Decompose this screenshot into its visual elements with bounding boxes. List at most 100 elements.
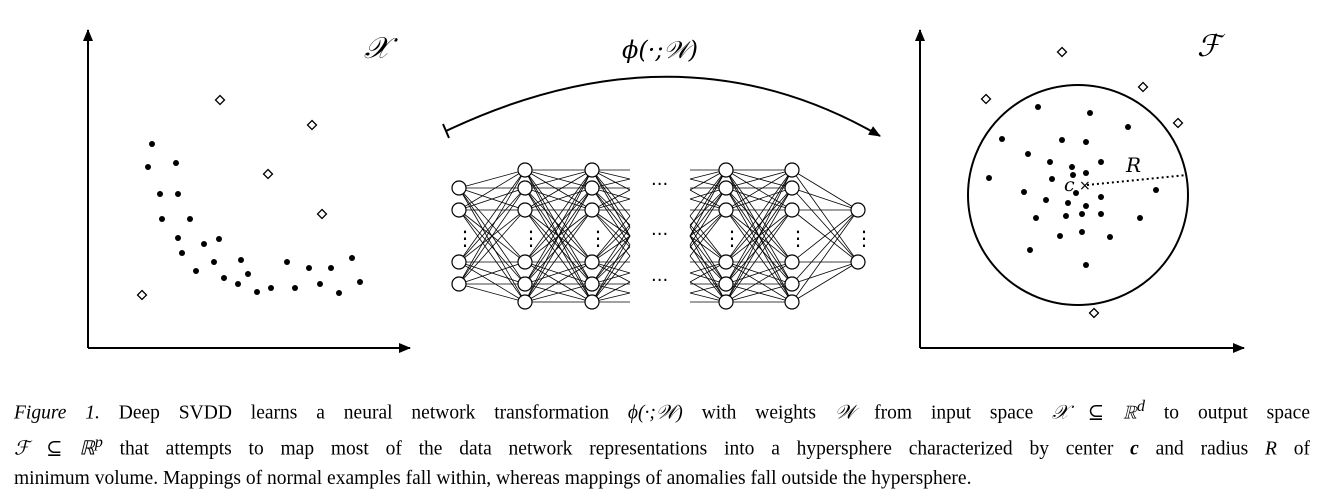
network-edge <box>689 169 727 237</box>
normal-point <box>145 164 151 170</box>
caption-text: of <box>1276 438 1310 460</box>
network-edge <box>458 169 526 189</box>
normal-point <box>349 255 355 261</box>
normal-representation <box>1083 139 1089 145</box>
caption-math-d: d <box>1136 397 1145 415</box>
normal-representation <box>1107 234 1113 240</box>
network-edge <box>725 187 793 263</box>
network-edge <box>591 235 631 303</box>
normal-representation <box>1073 190 1079 196</box>
network-neuron <box>584 202 600 218</box>
normal-representation <box>1153 187 1159 193</box>
normal-representation <box>1047 159 1053 165</box>
normal-representation <box>1065 200 1071 206</box>
network-neuron <box>784 294 800 310</box>
normal-representation <box>1043 197 1049 203</box>
network-edge <box>458 187 526 285</box>
normal-representation <box>1098 211 1104 217</box>
normal-representation <box>1137 215 1143 221</box>
caption-math-phi: ϕ(·;𝒲) <box>627 402 683 424</box>
network-edge <box>689 187 727 226</box>
normal-representation <box>1083 203 1089 209</box>
network-edge <box>725 209 793 285</box>
caption-math-p: p <box>94 433 103 451</box>
normal-point <box>193 268 199 274</box>
network-edge <box>524 169 593 263</box>
network-edge <box>791 261 859 285</box>
network-edge <box>689 187 727 237</box>
network-neuron <box>451 180 467 196</box>
anomaly-representation <box>1056 46 1068 58</box>
network-edge <box>689 169 727 217</box>
normal-representation <box>1087 110 1093 116</box>
network-neuron <box>584 294 600 310</box>
network-edge <box>791 169 859 211</box>
vertical-ellipsis: ⋮ <box>521 226 541 250</box>
network-neuron <box>784 254 800 270</box>
anomaly-point <box>214 94 226 106</box>
radius-line <box>1086 174 1188 186</box>
network-neuron <box>517 294 533 310</box>
network-edge <box>591 187 631 237</box>
network-edge <box>689 235 727 285</box>
normal-point <box>317 281 323 287</box>
network-edge <box>591 169 631 217</box>
network-edge <box>524 261 593 303</box>
normal-point <box>179 250 185 256</box>
network-edge <box>524 169 593 303</box>
normal-point <box>175 191 181 197</box>
caption-line-2: ℱ ⊆ ℝp that attempts to map most of the … <box>14 428 1310 464</box>
network-neuron <box>784 276 800 292</box>
normal-point <box>306 265 312 271</box>
network-edge <box>458 209 526 303</box>
horizontal-ellipsis: ··· <box>651 174 668 195</box>
network-neuron <box>517 180 533 196</box>
normal-point <box>245 271 251 277</box>
network-edge <box>791 187 859 211</box>
network-edge <box>689 246 727 285</box>
network-edge <box>524 209 593 303</box>
horizontal-ellipsis: ··· <box>651 224 668 245</box>
mapping-arrow <box>445 75 881 137</box>
normal-representation <box>999 136 1005 142</box>
anomaly-representation <box>980 93 992 105</box>
mapping-label: ϕ(·;𝒲) <box>622 36 698 64</box>
network-edge <box>689 224 727 263</box>
normal-representation <box>1098 194 1104 200</box>
anomaly-representation <box>1172 117 1184 129</box>
network-edge <box>458 209 526 285</box>
network-neuron <box>517 162 533 178</box>
caption-text: and radius <box>1138 438 1266 460</box>
network-neuron <box>784 162 800 178</box>
center-marker: × <box>1079 178 1091 194</box>
normal-point <box>238 257 244 263</box>
network-edge <box>791 209 859 285</box>
network-neuron <box>451 276 467 292</box>
network-edge <box>591 244 631 303</box>
network-edge <box>458 169 526 285</box>
network-edge <box>725 261 793 303</box>
network-edge <box>791 169 859 263</box>
network-neuron <box>718 276 734 292</box>
network-edge <box>791 187 859 263</box>
normal-representation <box>1083 262 1089 268</box>
network-neuron <box>718 254 734 270</box>
network-edge <box>524 169 593 285</box>
normal-point <box>159 216 165 222</box>
deep-svdd-figure: 𝒳 ϕ(·;𝒲) ··· ··· ··· ⋮ ⋮ ⋮ ⋮ ⋮ ⋮ ℱ R c × <box>83 29 1245 353</box>
normal-representation <box>1079 211 1085 217</box>
normal-representation <box>1083 170 1089 176</box>
network-neuron <box>718 180 734 196</box>
network-edge <box>591 235 631 263</box>
normal-point <box>216 236 222 242</box>
normal-representation <box>1079 229 1085 235</box>
network-edge <box>689 215 727 263</box>
normal-representation <box>1049 176 1055 182</box>
input-space-axes <box>83 29 411 353</box>
network-neuron <box>517 276 533 292</box>
normal-point <box>157 191 163 197</box>
network-edge <box>591 215 631 263</box>
network-edge <box>591 187 631 246</box>
normal-point <box>175 235 181 241</box>
network-edge <box>689 169 727 228</box>
